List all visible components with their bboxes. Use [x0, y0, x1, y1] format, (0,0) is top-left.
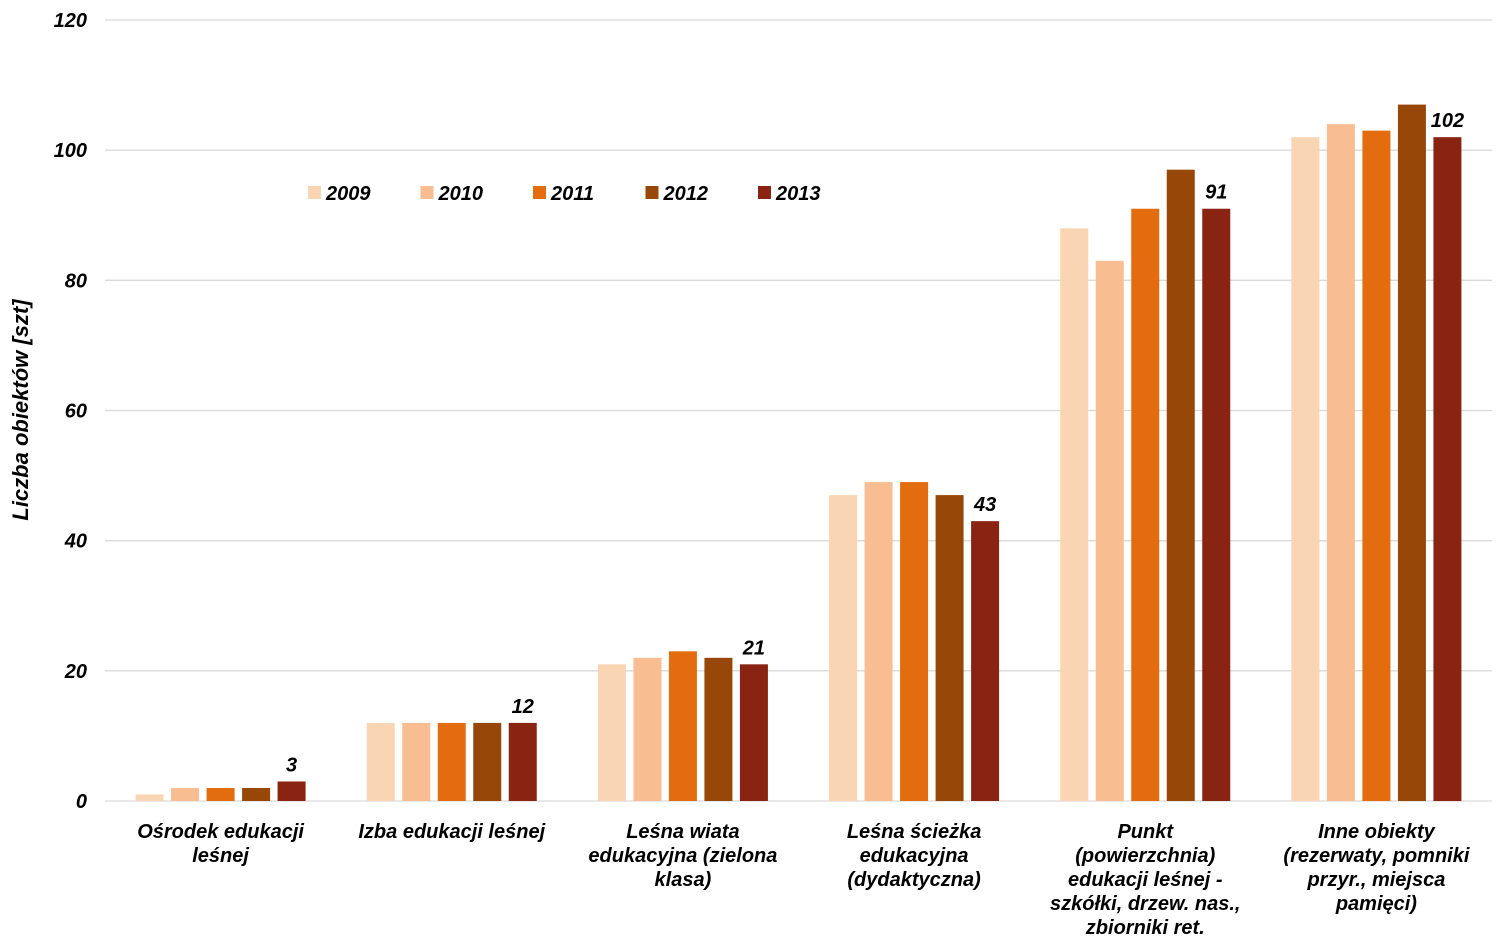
bar-2012 — [1166, 169, 1195, 802]
bar-2009 — [366, 722, 395, 801]
bar-2012 — [473, 722, 502, 801]
bar-2013 — [508, 722, 537, 801]
y-tick-label: 0 — [76, 791, 87, 813]
legend: 2009 2010 2011 2012 2013 — [308, 183, 821, 205]
legend-label: 2012 — [663, 183, 709, 205]
bar-2013 — [1433, 137, 1462, 801]
bar-2011 — [1362, 130, 1391, 801]
y-tick-label: 40 — [64, 531, 87, 553]
gridlines — [105, 19, 1492, 802]
y-axis-tick-labels: 0 20 40 60 80 100 120 — [54, 10, 87, 813]
y-tick-label: 100 — [54, 140, 87, 162]
bar-2011 — [1131, 208, 1160, 801]
data-label: 43 — [973, 494, 996, 516]
legend-swatch-2013 — [758, 186, 771, 199]
bar-2010 — [864, 482, 893, 801]
bar-2013 — [277, 781, 306, 801]
y-tick-label: 20 — [64, 661, 87, 683]
x-category-label: Leśna wiata edukacyjna (zielona klasa) — [588, 821, 777, 891]
bars — [135, 104, 1462, 802]
data-label: 3 — [286, 754, 297, 776]
bar-2009 — [1291, 137, 1320, 801]
x-axis-category-labels: Ośrodek edukacji leśnej Izba edukacji leśn… — [137, 821, 1470, 939]
x-category-label: Punkt (powierzchnia) edukacji leśnej -szkó… — [1050, 821, 1240, 939]
x-category-label: Leśna ścieżka edukacyjna (dydaktyczna) — [847, 821, 982, 891]
y-tick-label: 120 — [54, 10, 87, 32]
data-label: 102 — [1431, 110, 1464, 132]
data-label: 21 — [742, 637, 765, 659]
x-category-label: Inne obiekty (rezerwaty, pomniki przyr., m… — [1283, 821, 1469, 915]
bar-2011 — [206, 787, 235, 801]
y-tick-label: 60 — [65, 401, 87, 423]
bar-2010 — [1095, 260, 1124, 801]
bar-2013 — [971, 521, 1000, 801]
legend-label: 2011 — [550, 183, 594, 205]
legend-swatch-2011 — [533, 186, 546, 199]
bar-2009 — [597, 664, 626, 801]
x-category-label: Izba edukacji leśnej — [358, 821, 545, 843]
bar-2013 — [739, 664, 768, 801]
bar-2010 — [1326, 124, 1355, 802]
bar-2012 — [935, 495, 964, 801]
bar-2010 — [633, 657, 662, 801]
bar-2011 — [437, 722, 466, 801]
legend-swatch-2009 — [308, 186, 321, 199]
bar-2009 — [135, 794, 164, 801]
data-label: 12 — [512, 696, 534, 718]
bar-2010 — [171, 787, 200, 801]
bar-2011 — [900, 482, 929, 801]
y-axis-label: Liczba obiektów [szt] — [8, 299, 33, 521]
legend-swatch-2012 — [645, 186, 659, 199]
bar-2011 — [668, 651, 697, 801]
bar-2009 — [829, 495, 858, 801]
x-category-label: Ośrodek edukacji leśnej — [137, 821, 304, 867]
bar-2009 — [1060, 228, 1089, 801]
legend-swatch-2010 — [420, 186, 434, 199]
bar-2010 — [402, 722, 431, 801]
data-labels: 3 12 21 43 91 102 — [286, 110, 1464, 776]
legend-label: 2009 — [325, 183, 371, 205]
y-tick-label: 80 — [65, 270, 87, 292]
legend-label: 2013 — [775, 183, 821, 205]
data-label: 91 — [1205, 182, 1227, 204]
bar-2012 — [242, 787, 271, 801]
bar-2012 — [704, 657, 733, 801]
legend-label: 2010 — [438, 183, 484, 205]
bar-2012 — [1397, 104, 1426, 801]
bar-2013 — [1202, 208, 1231, 801]
